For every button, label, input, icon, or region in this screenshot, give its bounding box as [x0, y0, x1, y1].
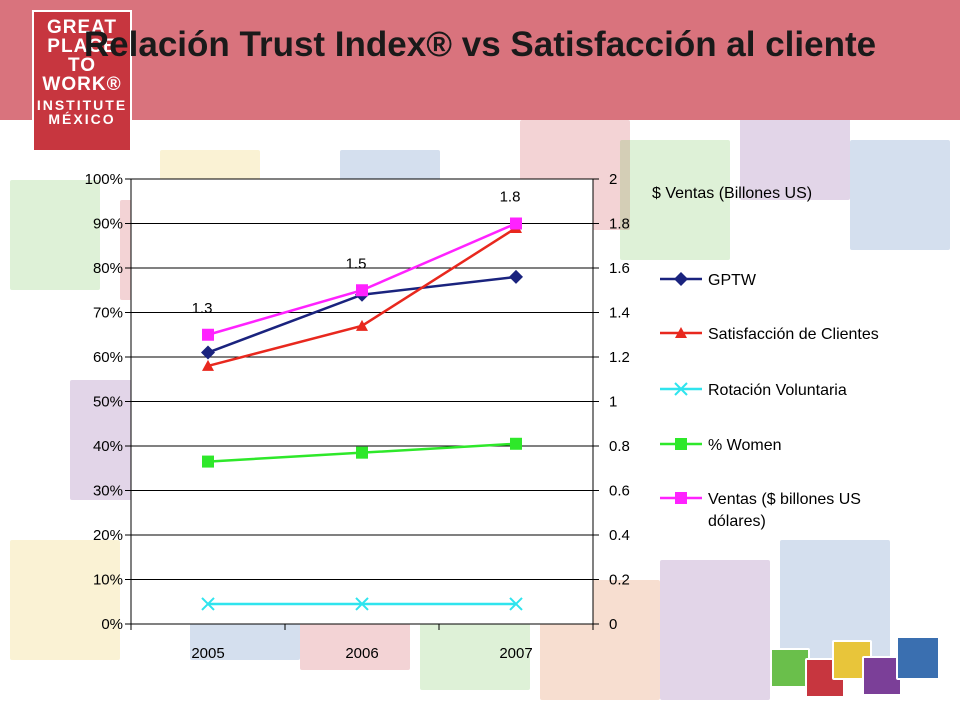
background-tile: [660, 560, 770, 700]
data-labels: 1.3 1.5 1.8: [192, 189, 521, 317]
series-markers: [201, 217, 523, 611]
x-marker-stroke: [355, 597, 369, 611]
legend-entry: Ventas ($ billones US dólares): [708, 491, 861, 530]
logo-text: INSTITUTE: [36, 97, 128, 113]
x-marker-stroke: [509, 597, 523, 611]
data-point: [202, 359, 214, 371]
right-axis-tick-label: 1.6: [609, 260, 630, 277]
data-point: [356, 284, 368, 297]
data-point: [202, 455, 214, 468]
left-axis-tick-label: 100%: [85, 171, 123, 188]
people-icon: [770, 648, 810, 688]
right-axis-tick-label: 1: [609, 394, 617, 411]
logo-text: PLACE: [47, 36, 117, 57]
legend: GPTW Satisfacción de Clientes Rotación Vol…: [660, 272, 879, 530]
right-axis-title: $ Ventas (Billones US): [652, 185, 812, 202]
gridlines: [131, 223, 593, 580]
left-axis-tick-label: 50%: [93, 394, 123, 411]
data-point: [202, 328, 214, 341]
right-axis-tick-label: 0.4: [609, 527, 630, 544]
legend-marker: [675, 438, 687, 450]
legend-marker: [675, 327, 687, 338]
axes: 0% 10% 20% 30% 40% 50% 60% 70% 80% 90% 100% 0 0.2 0.4…: [85, 171, 630, 662]
data-point: [510, 437, 522, 450]
right-axis-tick-label: 0.6: [609, 483, 630, 500]
left-axis-tick-label: 70%: [93, 305, 123, 322]
people-icon: [896, 636, 940, 680]
right-axis-tick-label: 0.8: [609, 438, 630, 455]
data-point: [509, 269, 523, 284]
logo-text: WORK®: [42, 74, 122, 95]
left-axis-tick-label: 0%: [101, 616, 123, 633]
background-tile: [620, 140, 730, 260]
logo-text: GREAT: [46, 17, 118, 38]
legend-entry: GPTW: [708, 272, 757, 289]
data-point: [201, 597, 215, 611]
x-axis-tick-label: 2007: [499, 645, 532, 662]
right-axis-tick-label: 1.8: [609, 216, 630, 233]
left-axis-tick-label: 40%: [93, 438, 123, 455]
x-marker-stroke: [674, 382, 688, 396]
right-axis-tick-label: 0: [609, 616, 617, 633]
left-axis-tick-label: 80%: [93, 260, 123, 277]
left-axis-tick-label: 90%: [93, 216, 123, 233]
data-point: [509, 597, 523, 611]
legend-marker: [674, 272, 688, 286]
background-tile: [70, 380, 140, 500]
background-tile: [850, 140, 950, 250]
data-label: 1.8: [500, 189, 521, 206]
right-axis-tick-label: 1.4: [609, 305, 630, 322]
x-axis-tick-label: 2005: [191, 645, 224, 662]
right-axis-tick-label: 2: [609, 171, 617, 188]
data-label: 1.3: [192, 300, 213, 317]
data-point: [356, 446, 368, 459]
background-tile: [10, 540, 120, 660]
right-axis-tick-label: 1.2: [609, 349, 630, 366]
header-band: [0, 0, 960, 120]
legend-entry: Satisfacción de Clientes: [708, 326, 879, 343]
data-point: [201, 345, 215, 360]
right-axis-tick-label: 0.2: [609, 572, 630, 589]
legend-entry: Rotación Voluntaria: [708, 382, 847, 399]
left-axis-tick-label: 10%: [93, 572, 123, 589]
left-axis-tick-label: 20%: [93, 527, 123, 544]
legend-marker: [674, 382, 688, 396]
left-axis-tick-label: 60%: [93, 349, 123, 366]
data-point: [510, 217, 522, 230]
x-marker-stroke: [201, 597, 215, 611]
data-point: [356, 319, 368, 331]
logo-text: MÉXICO: [48, 111, 116, 127]
left-axis-tick-label: 30%: [93, 483, 123, 500]
data-point: [355, 597, 369, 611]
legend-entry: % Women: [708, 437, 782, 454]
slide-title: Relación Trust Index® vs Satisfacción al…: [83, 25, 877, 64]
x-axis-tick-label: 2006: [345, 645, 378, 662]
legend-marker: [675, 492, 687, 504]
background-tile: [10, 180, 100, 290]
logo-text: TO: [67, 55, 97, 76]
data-label: 1.5: [346, 255, 367, 272]
great-place-to-work-logo: GREAT PLACE TO WORK® INSTITUTE MÉXICO: [32, 10, 132, 152]
